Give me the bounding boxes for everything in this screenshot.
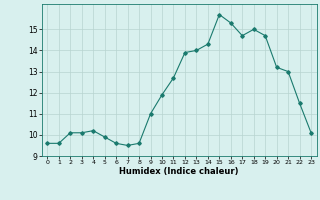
X-axis label: Humidex (Indice chaleur): Humidex (Indice chaleur) (119, 167, 239, 176)
